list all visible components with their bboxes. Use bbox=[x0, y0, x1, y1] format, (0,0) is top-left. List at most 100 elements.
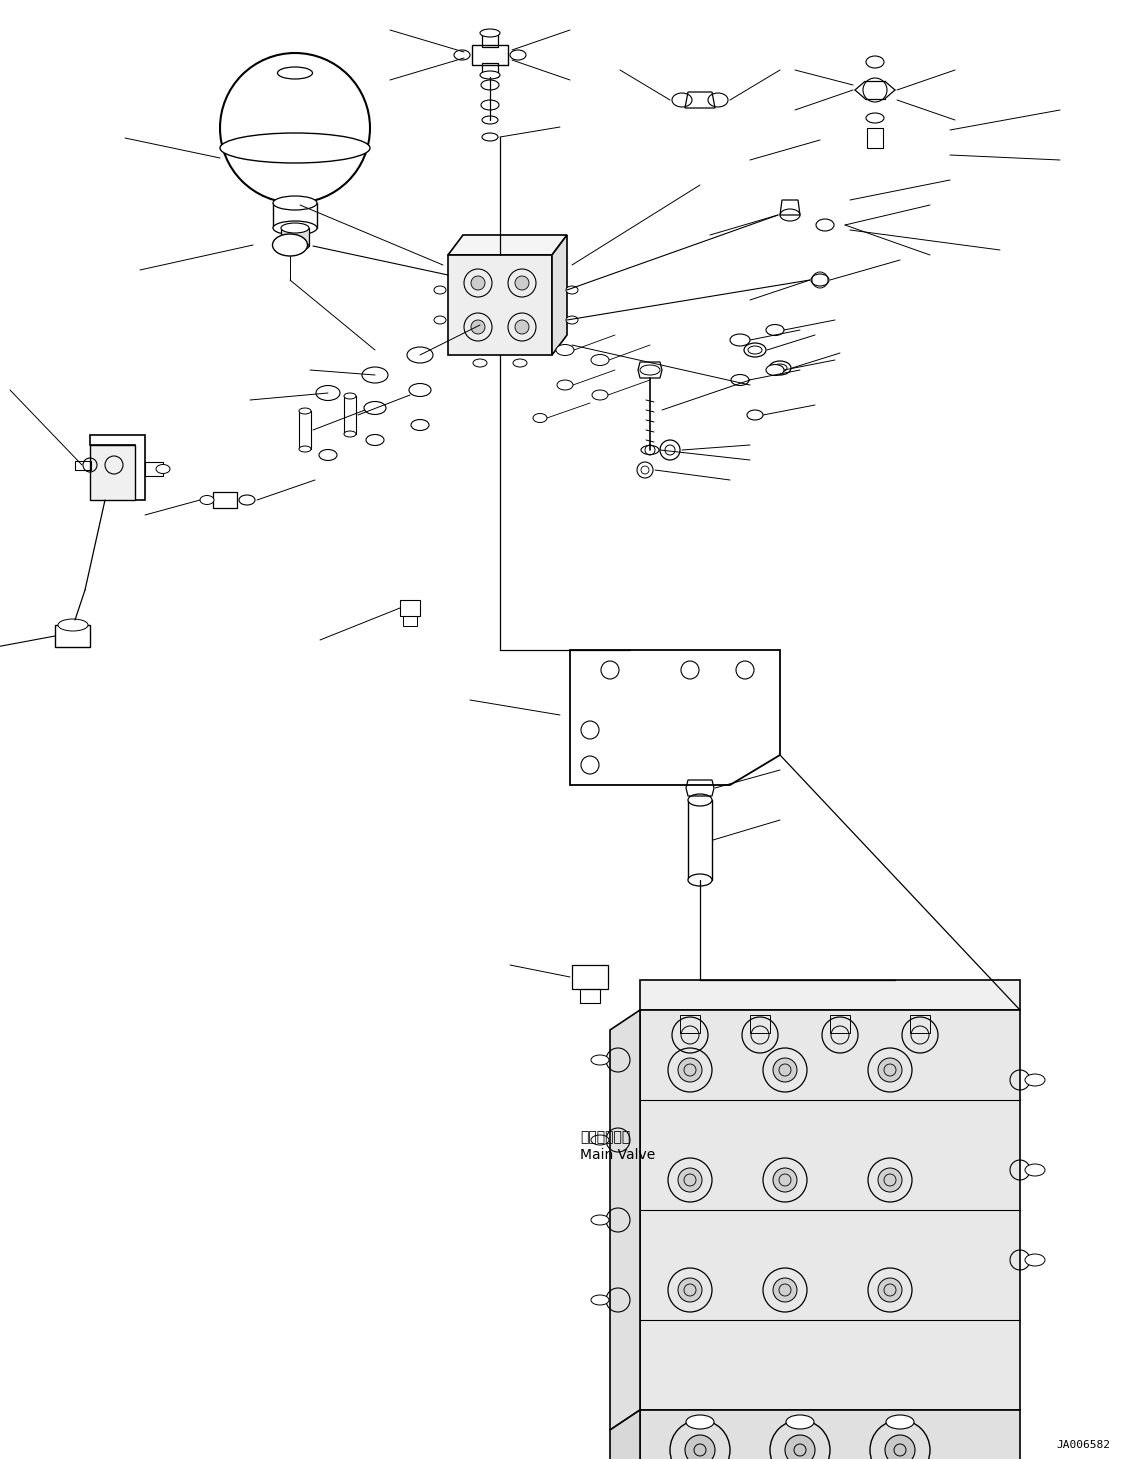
Ellipse shape bbox=[513, 359, 527, 368]
Ellipse shape bbox=[434, 317, 446, 324]
Ellipse shape bbox=[557, 379, 573, 390]
Circle shape bbox=[471, 276, 485, 290]
Polygon shape bbox=[552, 235, 568, 355]
Ellipse shape bbox=[58, 619, 89, 630]
Ellipse shape bbox=[155, 464, 170, 474]
Ellipse shape bbox=[299, 446, 311, 452]
Ellipse shape bbox=[591, 355, 609, 366]
Ellipse shape bbox=[556, 344, 574, 356]
Circle shape bbox=[686, 1436, 715, 1459]
Circle shape bbox=[515, 276, 529, 290]
Bar bbox=[688, 800, 712, 880]
Circle shape bbox=[678, 1278, 703, 1301]
Ellipse shape bbox=[1025, 1074, 1045, 1085]
Bar bbox=[400, 600, 420, 616]
Polygon shape bbox=[640, 980, 1020, 1010]
Ellipse shape bbox=[770, 360, 791, 375]
Polygon shape bbox=[640, 1409, 1020, 1459]
Ellipse shape bbox=[1025, 1164, 1045, 1176]
Ellipse shape bbox=[672, 93, 692, 107]
Ellipse shape bbox=[473, 359, 487, 368]
Ellipse shape bbox=[591, 1215, 609, 1226]
Ellipse shape bbox=[480, 71, 501, 79]
Circle shape bbox=[678, 1058, 703, 1083]
Ellipse shape bbox=[812, 274, 829, 286]
Ellipse shape bbox=[482, 133, 498, 142]
Ellipse shape bbox=[591, 1135, 609, 1145]
Ellipse shape bbox=[409, 384, 431, 397]
Ellipse shape bbox=[748, 346, 762, 355]
Ellipse shape bbox=[481, 101, 499, 109]
Ellipse shape bbox=[766, 365, 784, 375]
Ellipse shape bbox=[866, 112, 884, 123]
Ellipse shape bbox=[866, 55, 884, 69]
Ellipse shape bbox=[780, 209, 800, 220]
Ellipse shape bbox=[566, 317, 578, 324]
Circle shape bbox=[678, 1169, 703, 1192]
Ellipse shape bbox=[281, 241, 309, 251]
Ellipse shape bbox=[641, 445, 659, 455]
Circle shape bbox=[773, 1169, 797, 1192]
Bar bbox=[830, 1015, 850, 1033]
Ellipse shape bbox=[481, 80, 499, 90]
Polygon shape bbox=[609, 1010, 640, 1430]
Text: JA006582: JA006582 bbox=[1056, 1440, 1110, 1450]
Polygon shape bbox=[281, 228, 309, 247]
Ellipse shape bbox=[730, 334, 750, 346]
Ellipse shape bbox=[816, 219, 834, 231]
Bar bbox=[482, 63, 498, 77]
Ellipse shape bbox=[411, 420, 429, 430]
Ellipse shape bbox=[220, 133, 370, 163]
Ellipse shape bbox=[344, 392, 356, 398]
Ellipse shape bbox=[299, 409, 311, 414]
Ellipse shape bbox=[533, 413, 547, 423]
Ellipse shape bbox=[365, 435, 384, 445]
Ellipse shape bbox=[773, 363, 787, 372]
Circle shape bbox=[878, 1278, 902, 1301]
Ellipse shape bbox=[688, 874, 712, 886]
Bar bbox=[344, 395, 356, 433]
Circle shape bbox=[773, 1058, 797, 1083]
Bar bbox=[572, 964, 608, 989]
Bar bbox=[750, 1015, 770, 1033]
Circle shape bbox=[515, 320, 529, 334]
Circle shape bbox=[773, 1278, 797, 1301]
Circle shape bbox=[878, 1169, 902, 1192]
Bar bbox=[299, 411, 311, 449]
Bar bbox=[910, 1015, 930, 1033]
Ellipse shape bbox=[591, 1296, 609, 1304]
Circle shape bbox=[878, 1058, 902, 1083]
Ellipse shape bbox=[686, 1415, 714, 1428]
Polygon shape bbox=[90, 445, 135, 500]
Ellipse shape bbox=[277, 67, 312, 79]
Bar bbox=[403, 616, 417, 626]
Ellipse shape bbox=[272, 233, 308, 255]
Ellipse shape bbox=[344, 430, 356, 438]
Ellipse shape bbox=[239, 495, 255, 505]
Circle shape bbox=[471, 320, 485, 334]
Polygon shape bbox=[609, 1409, 640, 1459]
Ellipse shape bbox=[787, 1415, 814, 1428]
Ellipse shape bbox=[407, 347, 432, 363]
Ellipse shape bbox=[480, 29, 501, 36]
Ellipse shape bbox=[510, 50, 526, 60]
Circle shape bbox=[785, 1436, 815, 1459]
Ellipse shape bbox=[316, 385, 340, 401]
Ellipse shape bbox=[434, 286, 446, 295]
Ellipse shape bbox=[640, 365, 659, 375]
Bar bbox=[867, 128, 883, 147]
Bar bbox=[680, 1015, 700, 1033]
Text: メインバルブ: メインバルブ bbox=[580, 1131, 630, 1144]
Ellipse shape bbox=[200, 496, 215, 505]
Bar bbox=[75, 461, 91, 470]
Bar bbox=[482, 34, 498, 47]
Ellipse shape bbox=[591, 1055, 609, 1065]
Ellipse shape bbox=[319, 449, 337, 461]
Ellipse shape bbox=[364, 401, 386, 414]
Ellipse shape bbox=[708, 93, 728, 107]
Ellipse shape bbox=[592, 390, 608, 400]
Ellipse shape bbox=[482, 117, 498, 124]
Polygon shape bbox=[448, 235, 568, 255]
Ellipse shape bbox=[1025, 1253, 1045, 1266]
Polygon shape bbox=[640, 1010, 1020, 1409]
